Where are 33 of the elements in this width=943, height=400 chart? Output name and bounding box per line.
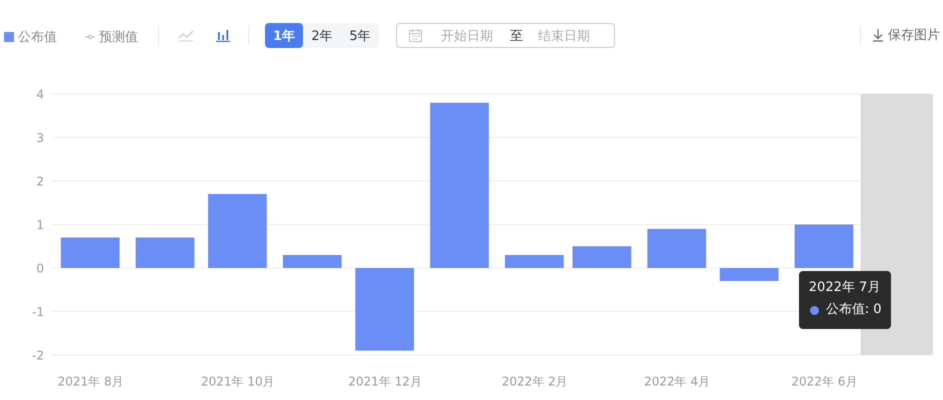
y-tick-label: -1 [32, 304, 44, 319]
x-tick-label: 2021年 10月 [201, 374, 275, 389]
date-range-field: 开始日期 至 结束日期 [396, 23, 615, 48]
button-group: 1年 2年 5年 [265, 23, 379, 48]
bar [794, 224, 854, 268]
x-tick-label: 2021年 12月 [348, 374, 422, 389]
legend-label: 预测值 [99, 30, 138, 45]
y-tick-label: 1 [36, 218, 44, 232]
y-tick-label: 4 [36, 87, 44, 102]
bar [647, 228, 706, 268]
bar [60, 238, 120, 268]
bar [720, 268, 778, 282]
button: 1年 [265, 23, 303, 48]
bar [282, 254, 342, 268]
y-tick-label: 3 [36, 130, 44, 145]
bar [572, 246, 632, 268]
x-tick-label: 2022年 2月 [502, 374, 568, 389]
x-tick-label: 2021年 8月 [58, 374, 124, 389]
y-tick-label: 0 [36, 261, 44, 276]
x-tick-label: 2022年 4月 [644, 374, 710, 389]
bar [136, 238, 194, 268]
x-tick-label: 2022年 6月 [791, 374, 858, 389]
bar [430, 102, 489, 268]
y-tick-label: 2 [36, 174, 44, 188]
text: 保存图片 [888, 27, 940, 44]
y-tick-label: -2 [32, 348, 44, 362]
legend-label: 公布值 [18, 30, 57, 45]
tooltip: 2022年 7月 公布值: 0 [798, 271, 891, 329]
bar [355, 268, 414, 351]
annotation: 2022年 7月 [808, 279, 882, 297]
bar [504, 254, 564, 268]
annotation: 公布值: 0 [826, 301, 882, 319]
bar [208, 194, 267, 268]
